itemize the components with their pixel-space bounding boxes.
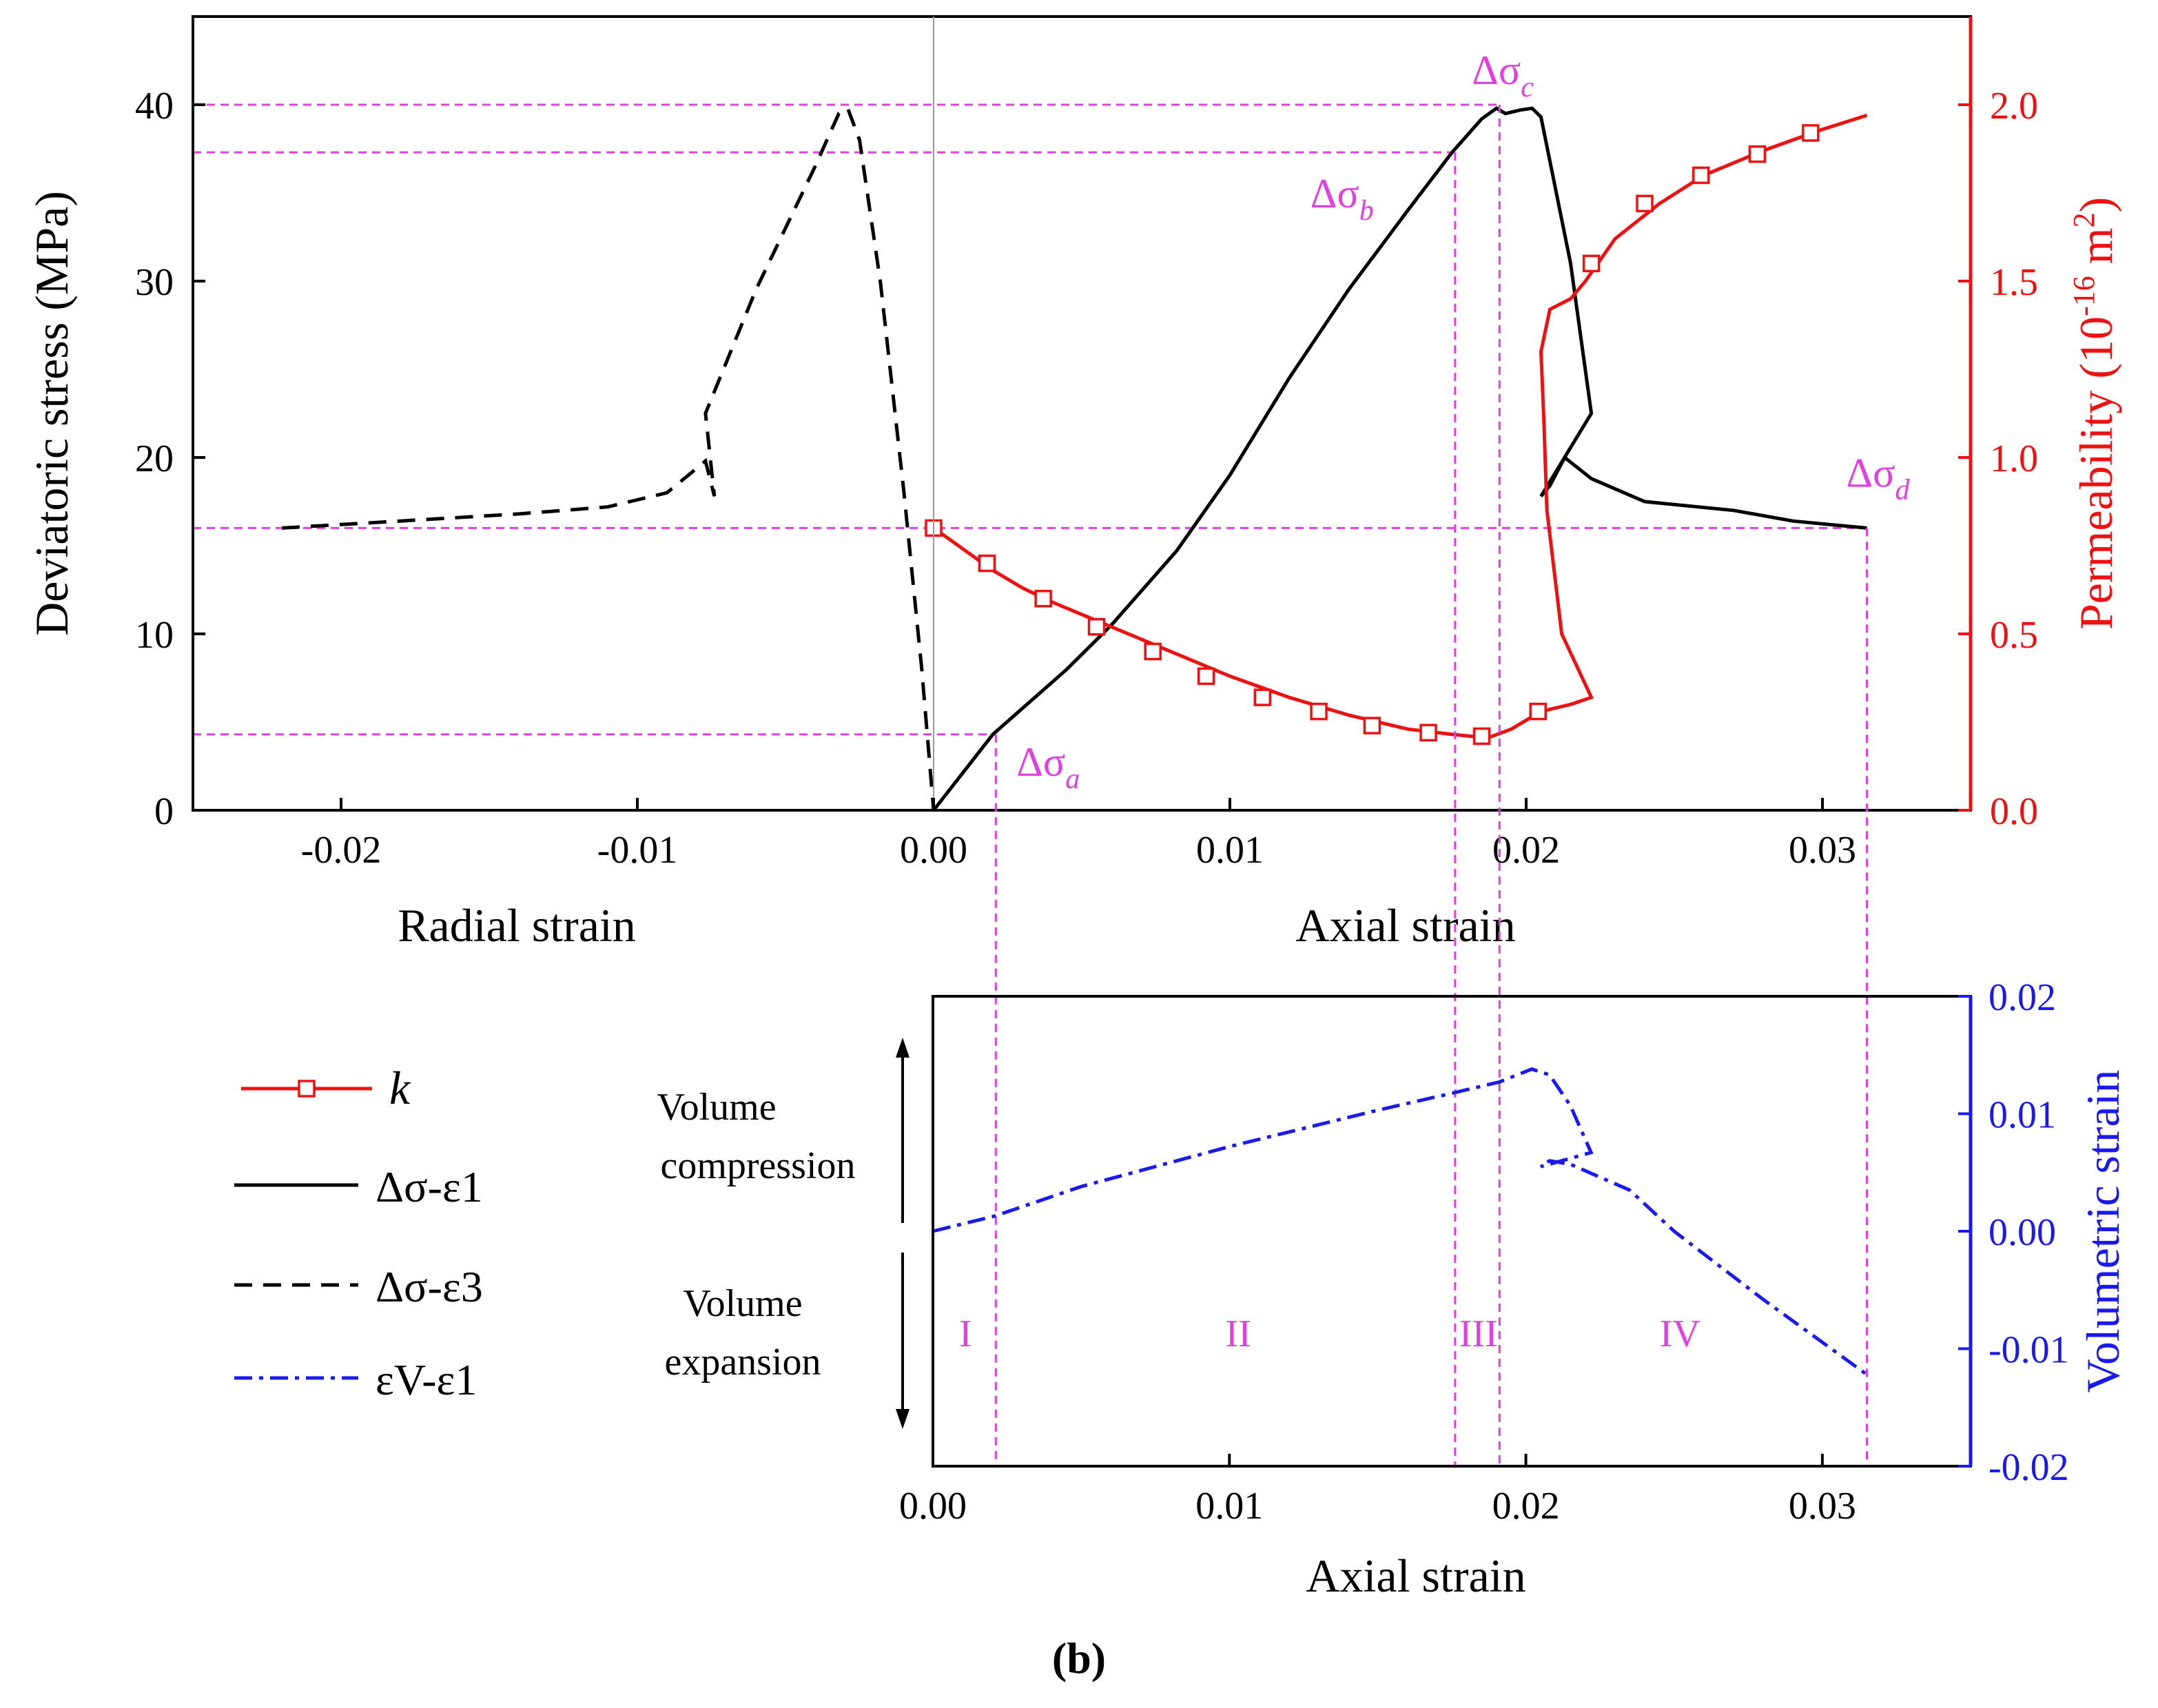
permeability-marker xyxy=(1363,717,1381,734)
top-guide-lines xyxy=(193,103,1867,736)
permeability-marker xyxy=(1472,727,1491,745)
y-right-tick-label: 2.0 xyxy=(1990,85,2038,127)
permeability-marker xyxy=(1310,702,1328,721)
x-tick-label: 0.01 xyxy=(1196,829,1264,872)
permeability-marker xyxy=(978,554,996,573)
x-tick-label: -0.02 xyxy=(301,829,382,872)
x-tick-label: 0.00 xyxy=(900,829,967,872)
annotation-delta-sigma-d: Δσd xyxy=(1847,450,1911,506)
stage-label-IV: IV xyxy=(1660,1313,1700,1355)
y-left-tick-label: 10 xyxy=(135,614,174,657)
x-tick-label: 0.03 xyxy=(1789,829,1856,872)
x-axis-title-radial: Radial strain xyxy=(398,899,636,951)
y-left-axis-title: Deviatoric stress (MPa) xyxy=(25,191,78,636)
permeability-marker xyxy=(1748,145,1767,163)
permeability-marker xyxy=(1582,254,1601,273)
x-axis-title-axial: Axial strain xyxy=(1295,899,1515,951)
y-right-tick-label: 1.0 xyxy=(1990,438,2038,480)
permeability-marker xyxy=(1802,124,1820,142)
legend-radial-label: Δσ-ε3 xyxy=(376,1262,483,1311)
stage-label-III: III xyxy=(1459,1313,1498,1355)
annotation-delta-sigma-c: Δσc xyxy=(1472,48,1534,103)
stage-label-I: I xyxy=(959,1313,972,1355)
y-left-tick-label: 20 xyxy=(135,438,174,480)
expansion-arrow-head xyxy=(896,1409,910,1429)
permeability-marker xyxy=(1144,642,1162,661)
bottom-panel: 0.00 0.01 0.02 0.03 -0.02 -0.01 0.00 0.01 0.02 A… xyxy=(657,105,2129,1602)
stress-threshold-annotations: Δσa Δσb Δσc Δσd xyxy=(1016,48,1910,795)
permeability-marker xyxy=(1529,702,1547,721)
y-right-tick-label: 0.0 xyxy=(1990,790,2038,833)
volume-expansion-line2: expansion xyxy=(664,1341,821,1383)
bottom-x-tick-label: 0.00 xyxy=(899,1485,967,1527)
figure-caption: (b) xyxy=(1052,1634,1106,1683)
stage-labels: I II III IV xyxy=(959,1313,1700,1355)
series-volumetric-strain xyxy=(932,1067,1868,1377)
y-right-tick-label: 0.5 xyxy=(1990,614,2038,657)
bottom-y-axis-title: Volumetric strain xyxy=(2077,1070,2129,1393)
legend-k-marker xyxy=(298,1080,316,1098)
permeability-marker xyxy=(1253,688,1272,706)
legend-k-label: k xyxy=(389,1062,411,1114)
bottom-x-tick-label: 0.01 xyxy=(1195,1485,1263,1527)
bottom-y-tick-label: -0.01 xyxy=(1989,1329,2069,1372)
legend-volumetric-label: εV-ε1 xyxy=(376,1355,477,1404)
bottom-y-tick-label: 0.01 xyxy=(1989,1094,2056,1137)
permeability-marker xyxy=(1419,723,1437,742)
volume-compression-line2: compression xyxy=(660,1144,855,1187)
y-right-axis-title: Permeability (10-16 m2) xyxy=(2067,197,2122,630)
x-tick-label: -0.01 xyxy=(597,829,678,872)
permeability-marker xyxy=(1692,166,1710,185)
top-panel: -0.02 -0.01 0.00 0.01 0.02 0.03 0 10 20 30 40 0.0 0.… xyxy=(25,15,2122,951)
bottom-x-axis-title: Axial strain xyxy=(1306,1550,1525,1602)
volume-compression-line1: Volume xyxy=(657,1086,776,1129)
permeability-marker xyxy=(1636,194,1654,213)
bottom-y-tick-label: 0.02 xyxy=(1989,976,2056,1019)
top-axis-ticks: -0.02 -0.01 0.00 0.01 0.02 0.03 0 10 20 30 40 0.0 0.… xyxy=(135,85,2038,872)
volume-expansion-line1: Volume xyxy=(683,1282,802,1325)
bottom-x-tick-label: 0.03 xyxy=(1789,1485,1856,1527)
legend-axial-label: Δσ-ε1 xyxy=(376,1162,483,1211)
legend: k Δσ-ε1 Δσ-ε3 εV-ε1 xyxy=(234,1062,483,1404)
y-right-tick-label: 1.5 xyxy=(1990,261,2038,304)
series-stress-radial-dashed xyxy=(281,105,936,811)
bottom-x-tick-label: 0.02 xyxy=(1492,1485,1560,1527)
permeability-marker xyxy=(1034,590,1052,608)
y-left-tick-label: 40 xyxy=(135,85,174,127)
annotation-delta-sigma-a: Δσa xyxy=(1016,739,1080,795)
x-tick-label: 0.02 xyxy=(1492,829,1560,872)
bottom-y-tick-label: 0.00 xyxy=(1989,1211,2056,1254)
compression-arrow-head xyxy=(896,1038,910,1058)
stage-label-II: II xyxy=(1226,1313,1251,1355)
bottom-axis-ticks: 0.00 0.01 0.02 0.03 -0.02 -0.01 0.00 0.01 0.02 xyxy=(899,976,2069,1527)
bottom-series-group xyxy=(932,1067,1868,1377)
y-left-tick-label: 30 xyxy=(135,261,174,304)
bottom-y-tick-label: -0.02 xyxy=(1989,1446,2069,1489)
series-stress-axial-solid xyxy=(932,106,1867,812)
direction-arrows xyxy=(896,1038,910,1429)
annotation-delta-sigma-b: Δσb xyxy=(1311,171,1374,227)
y-left-tick-label: 0 xyxy=(154,790,174,833)
permeability-marker xyxy=(1197,667,1215,686)
permeability-marker xyxy=(1087,618,1106,636)
